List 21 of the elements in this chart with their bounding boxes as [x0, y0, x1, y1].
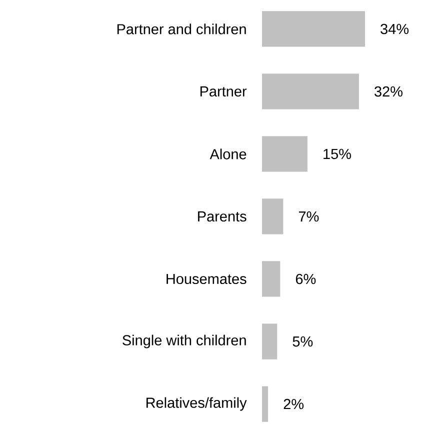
bar [262, 74, 359, 110]
bar [262, 261, 280, 297]
y-tick-label: Partner [200, 86, 247, 97]
y-tick-label: Single with children [122, 334, 246, 348]
bar [262, 11, 365, 47]
bar [262, 386, 268, 422]
data-label: 6% [296, 274, 316, 284]
data-label: 32% [374, 86, 402, 97]
data-label: 7% [298, 211, 319, 222]
y-tick-label: Relatives/family [146, 397, 247, 411]
data-label: 5% [292, 336, 313, 347]
y-tick-label: Alone [210, 148, 246, 160]
y-tick-label: Housemates [166, 274, 246, 284]
data-label: 15% [324, 148, 351, 160]
data-label: 34% [380, 24, 409, 34]
y-tick-label: Partner and children [117, 24, 246, 34]
y-tick-label: Parents [198, 211, 246, 222]
bar [262, 136, 308, 172]
bar [262, 198, 284, 234]
bar [262, 324, 278, 360]
data-label: 2% [284, 398, 304, 410]
